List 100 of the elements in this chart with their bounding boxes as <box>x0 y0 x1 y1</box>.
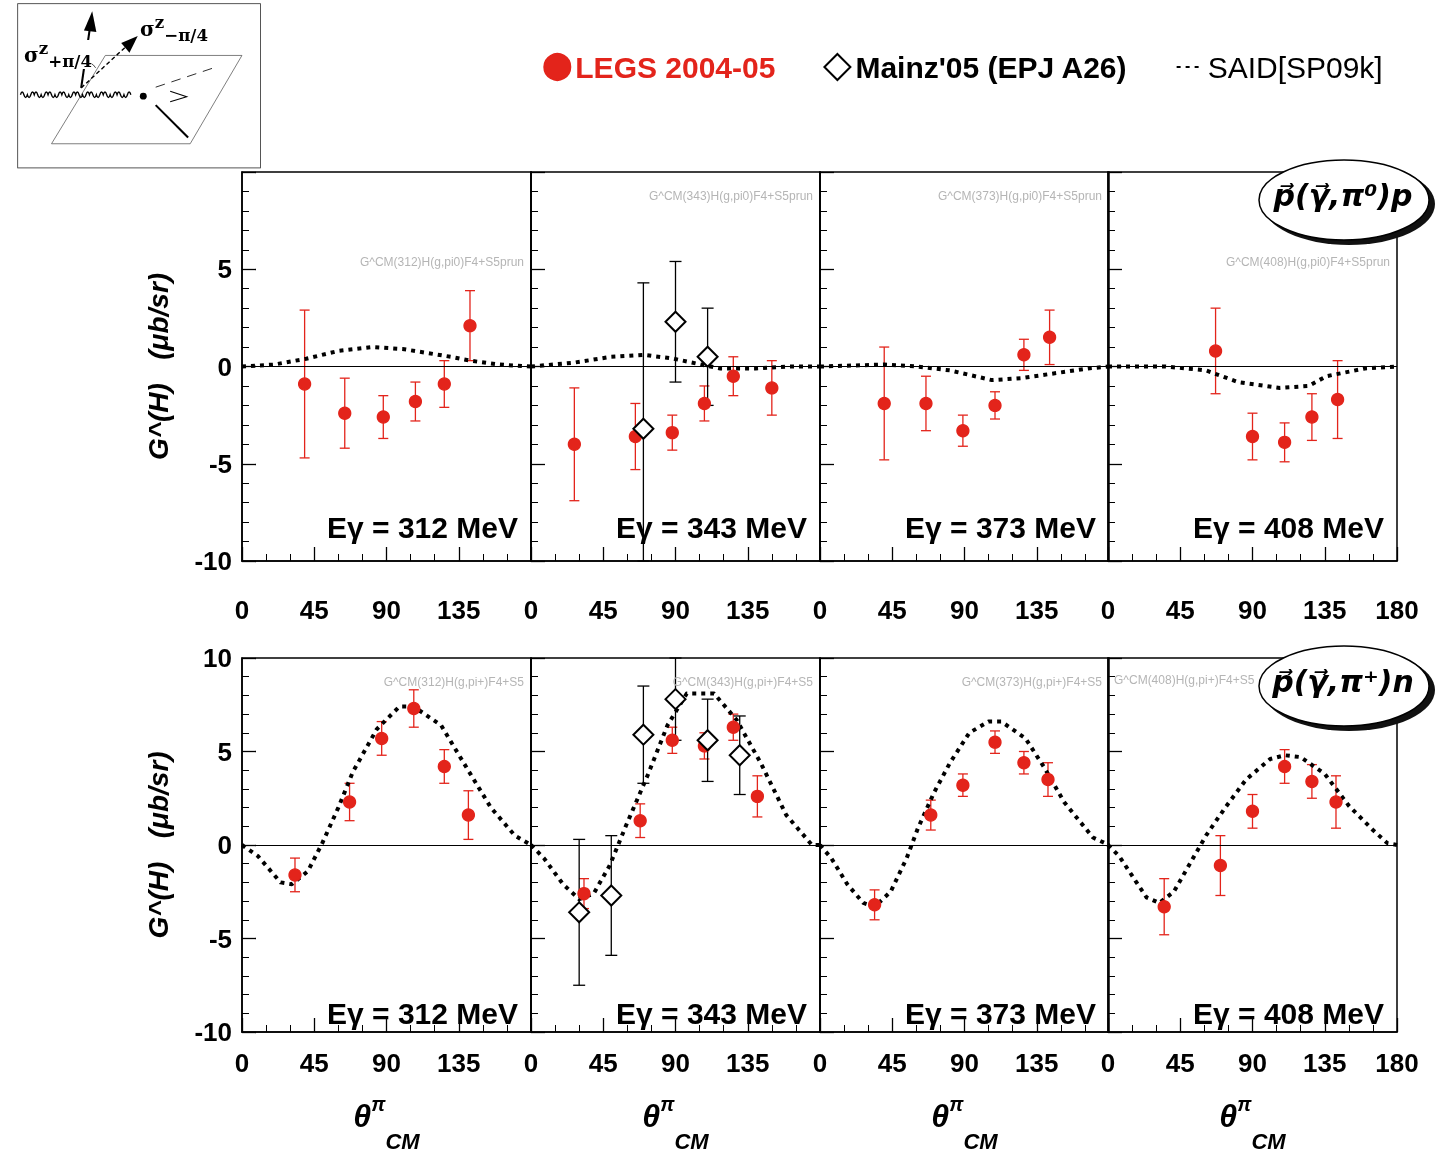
point <box>1330 392 1345 407</box>
x-tick-label: 135 <box>726 595 770 625</box>
annotation: G^CM(373)H(g,pi+)F4+S5 <box>960 675 1102 689</box>
point <box>375 731 389 746</box>
x-tick-label: 45 <box>877 1048 907 1078</box>
y-tick-label: -10 <box>194 1017 232 1047</box>
point <box>696 345 719 368</box>
point <box>1157 900 1171 914</box>
x-tick-label: 45 <box>299 595 329 625</box>
point <box>1017 756 1031 770</box>
y-tick-label: 10 <box>203 643 232 673</box>
point <box>437 377 451 391</box>
y-axis-title: G^(H) (μb/sr) <box>142 272 174 461</box>
x-tick-label: 180 <box>1375 1048 1419 1078</box>
point <box>1208 344 1223 358</box>
x-tick-label: 135 <box>1303 595 1347 625</box>
y-tick-label: 0 <box>217 830 232 860</box>
point <box>664 688 687 711</box>
point <box>750 789 765 804</box>
annotation: G^CM(408)H(g,pi+)F4+S5 <box>1114 673 1255 687</box>
x-tick-label: 135 <box>1303 1048 1347 1078</box>
point <box>924 808 938 822</box>
legend-label: Mainz'05 (EPJ A26) <box>855 50 1127 84</box>
annotation: Eγ = 408 MeV <box>1192 997 1384 1030</box>
x-tick-label: 0 <box>812 595 828 625</box>
point <box>633 814 647 828</box>
point <box>919 396 933 411</box>
y-tick-label: 5 <box>217 254 232 285</box>
y-tick-label: -10 <box>194 546 232 576</box>
point <box>408 394 423 409</box>
point <box>1245 804 1260 818</box>
point <box>338 406 352 420</box>
y-tick-label: 0 <box>217 351 232 382</box>
point <box>726 369 740 383</box>
x-tick-label: 180 <box>1375 595 1419 625</box>
point <box>765 381 779 395</box>
point <box>1277 759 1292 774</box>
x-tick-label: 90 <box>372 595 401 625</box>
x-tick-label: 90 <box>661 595 690 625</box>
legend-label: LEGS 2004-05 <box>575 50 776 84</box>
annotation: G^CM(408)H(g,pi0)F4+S5prun <box>1224 255 1390 269</box>
x-tick-label: 45 <box>877 595 907 625</box>
x-tick-label: 45 <box>588 595 618 625</box>
x-tick-label: 45 <box>588 1048 618 1078</box>
x-tick-label: 90 <box>661 1048 690 1078</box>
point <box>726 720 740 734</box>
annotation: Eγ = 373 MeV <box>904 511 1096 544</box>
point <box>1305 410 1319 424</box>
point <box>297 377 312 391</box>
annotation: G^CM(312)H(g,pi0)F4+S5prun <box>358 255 524 269</box>
point <box>461 808 476 822</box>
x-tick-label: 135 <box>437 595 481 625</box>
x-tick-label: 0 <box>523 595 539 625</box>
annotation: Eγ = 343 MeV <box>615 997 807 1030</box>
annotation: Eγ = 312 MeV <box>326 511 518 544</box>
legend-label: SAID[SP09k] <box>1207 50 1383 84</box>
point <box>867 898 882 912</box>
annotation: p⃗(γ⃗,π⁺)n <box>1271 664 1415 699</box>
x-tick-label: 45 <box>1165 1048 1195 1078</box>
point <box>632 417 655 440</box>
point <box>665 733 679 747</box>
annotation: G^CM(312)H(g,pi+)F4+S5 <box>382 675 524 689</box>
x-tick-label: 90 <box>1238 595 1267 625</box>
x-tick-label: 0 <box>812 1048 828 1078</box>
point <box>988 398 1002 413</box>
point <box>1329 795 1343 809</box>
annotation: G^CM(343)H(g,pi0)F4+S5prun <box>647 189 813 203</box>
point <box>437 759 451 774</box>
annotation: Eγ = 373 MeV <box>904 997 1096 1030</box>
x-tick-label: 0 <box>1100 595 1116 625</box>
x-tick-label: 90 <box>372 1048 401 1078</box>
point <box>463 319 477 333</box>
x-tick-label: 90 <box>950 1048 979 1078</box>
y-tick-label: -5 <box>208 448 232 479</box>
x-tick-label: 45 <box>1165 595 1195 625</box>
x-tick-label: 135 <box>726 1048 770 1078</box>
y-tick-label: -5 <box>208 923 232 954</box>
x-tick-label: 90 <box>1238 1048 1267 1078</box>
point <box>1277 435 1292 449</box>
point <box>288 868 302 882</box>
point <box>988 735 1002 749</box>
x-tick-label: 135 <box>1015 1048 1059 1078</box>
point <box>568 901 591 924</box>
point <box>664 310 687 333</box>
x-tick-label: 135 <box>437 1048 481 1078</box>
point <box>1213 858 1228 873</box>
annotation: p⃗(γ⃗,π⁰)p <box>1272 178 1414 213</box>
point <box>956 424 970 438</box>
point <box>567 437 581 451</box>
point <box>728 744 751 767</box>
x-tick-label: 135 <box>1015 595 1059 625</box>
point <box>1305 774 1319 789</box>
point <box>877 396 891 411</box>
y-axis-title: G^(H) (μb/sr) <box>142 751 174 939</box>
point <box>1017 348 1031 362</box>
point <box>632 723 655 746</box>
y-tick-label: 5 <box>217 736 232 767</box>
point <box>697 396 712 411</box>
point <box>600 884 623 907</box>
point <box>1245 429 1260 444</box>
